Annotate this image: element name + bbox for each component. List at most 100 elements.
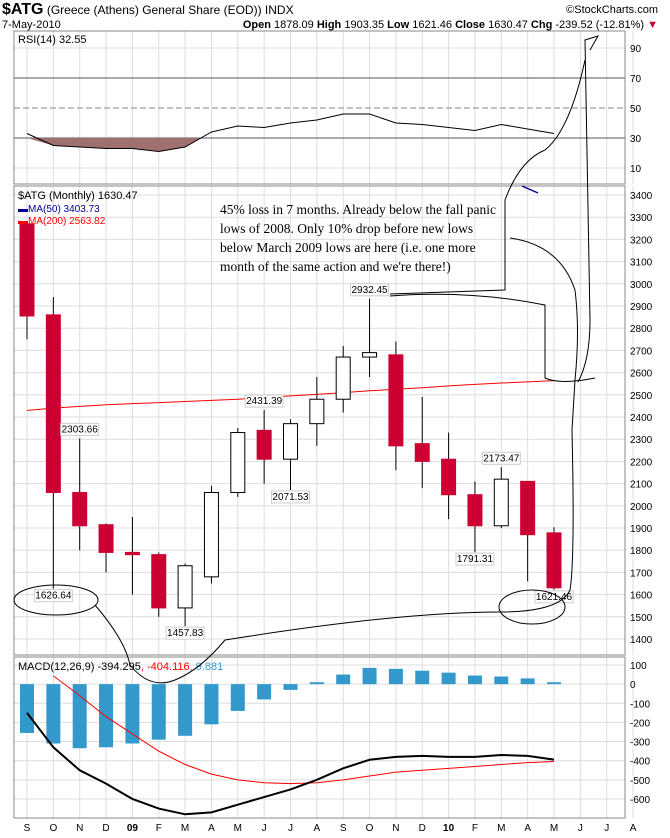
y-tick-label: 2700 — [630, 346, 653, 357]
open-value: 1878.09 — [274, 19, 314, 31]
price-label: 1626.64 — [35, 591, 72, 602]
panel-border — [13, 30, 626, 185]
ma200-legend: ▬MA(200) 2563.82 — [18, 216, 106, 227]
candle-body — [72, 491, 88, 527]
macd-histogram-bar — [20, 684, 34, 733]
down-triangle-icon: ▼ — [647, 19, 658, 31]
rsi-oversold-fill — [27, 138, 201, 152]
candle-body — [124, 551, 140, 556]
macd-histogram-bar — [99, 684, 114, 748]
close-value: 1630.47 — [488, 19, 528, 31]
candle-body — [414, 443, 430, 462]
y-tick-label: 3300 — [630, 213, 653, 224]
x-tick-label: M — [497, 823, 505, 834]
y-tick-label: 0 — [630, 680, 636, 691]
y-tick-label: 30 — [630, 134, 642, 145]
x-tick-label: M — [550, 823, 558, 834]
exchange: INDX — [264, 3, 294, 17]
y-tick-label: 50 — [630, 104, 642, 115]
candle-body — [335, 356, 351, 400]
macd-histogram-bar — [46, 684, 61, 744]
y-tick-label: 1800 — [630, 546, 653, 557]
price-label: 2431.39 — [246, 396, 283, 407]
macd-histogram-bar — [204, 684, 219, 725]
macd-histogram-bar — [125, 684, 140, 744]
x-tick-label: J — [262, 823, 267, 834]
x-tick-label: J — [604, 823, 609, 834]
macd-histogram-bar — [388, 668, 403, 685]
x-tick-label: M — [181, 823, 189, 834]
candle-body — [362, 352, 378, 358]
y-tick-label: 3200 — [630, 235, 653, 246]
panel-border — [13, 185, 626, 656]
price-label-box — [165, 626, 205, 640]
candle-body — [45, 314, 61, 493]
candle-body — [230, 432, 246, 493]
candle-body — [283, 423, 298, 460]
handdrawn-circle — [498, 589, 566, 625]
x-tick-label: A — [314, 823, 321, 834]
x-tick-label: D — [419, 823, 426, 834]
macd-signal-line — [53, 675, 555, 785]
price-legend: $ATG (Monthly) 1630.47 — [18, 190, 138, 202]
y-tick-label: 1700 — [630, 568, 653, 579]
candle-body — [520, 480, 536, 536]
handdrawn-circle — [13, 584, 99, 616]
price-label: 2303.66 — [62, 424, 99, 435]
ma200-line — [26, 380, 555, 411]
high-value: 1903.35 — [344, 19, 385, 31]
price-label: 2932.45 — [351, 285, 388, 296]
macd-histogram-bar — [178, 684, 193, 736]
candle-body — [203, 491, 219, 578]
macd-histogram-bar — [415, 670, 430, 685]
high-label: High — [316, 19, 342, 31]
x-tick-label: F — [156, 823, 162, 834]
y-tick-label: 2500 — [630, 391, 653, 402]
y-tick-label: -500 — [630, 776, 650, 787]
macd-histogram-bar — [257, 684, 272, 700]
macd-legend: MACD(12,26,9) -394.295, -404.116, 9.881 — [18, 661, 223, 673]
candle-body — [388, 354, 404, 447]
y-tick-label: 2800 — [630, 324, 653, 335]
ma50-legend: ▬MA(50) 3403.73 — [18, 204, 100, 215]
y-tick-label: 2000 — [630, 502, 653, 513]
y-tick-label: -400 — [630, 757, 650, 768]
y-tick-label: 2100 — [630, 480, 653, 491]
chg-label: Chg — [530, 19, 553, 31]
price-label-box — [33, 589, 73, 603]
x-tick-label: O — [49, 823, 57, 834]
panel-border — [13, 656, 626, 819]
macd-histogram-bar — [362, 667, 377, 685]
macd-histogram-bar — [151, 684, 166, 740]
security-name: (Greece (Athens) General Share (EOD)) — [46, 3, 262, 17]
rsi-legend: RSI(14) 32.55 — [18, 34, 86, 46]
y-tick-label: 2400 — [630, 413, 653, 424]
x-tick-label: 10 — [443, 823, 455, 834]
x-tick-label: 09 — [127, 823, 139, 834]
x-tick-label: S — [24, 823, 31, 834]
price-label: 1457.83 — [167, 628, 204, 639]
candle-body — [546, 532, 562, 589]
chg-value: -239.52 (-12.81%) — [555, 19, 645, 31]
candle-body — [19, 223, 35, 317]
y-tick-label: -100 — [630, 699, 650, 710]
y-tick-label: 1400 — [630, 635, 653, 646]
price-label-box — [481, 451, 521, 465]
x-tick-label: N — [392, 823, 399, 834]
y-tick-label: 2600 — [630, 369, 653, 380]
macd-line — [26, 712, 555, 816]
candle-body — [98, 524, 114, 553]
macd-histogram-bar — [283, 684, 298, 690]
y-tick-label: 2900 — [630, 302, 653, 313]
x-tick-label: J — [578, 823, 583, 834]
macd-histogram-bar — [467, 675, 482, 685]
candle-body — [256, 429, 272, 460]
price-label: 1791.31 — [457, 554, 494, 565]
macd-histogram-bar — [230, 684, 245, 711]
x-tick-label: A — [630, 823, 637, 834]
candle-body — [309, 398, 325, 425]
low-label: Low — [387, 19, 410, 31]
macd-histogram-bar — [494, 676, 509, 685]
